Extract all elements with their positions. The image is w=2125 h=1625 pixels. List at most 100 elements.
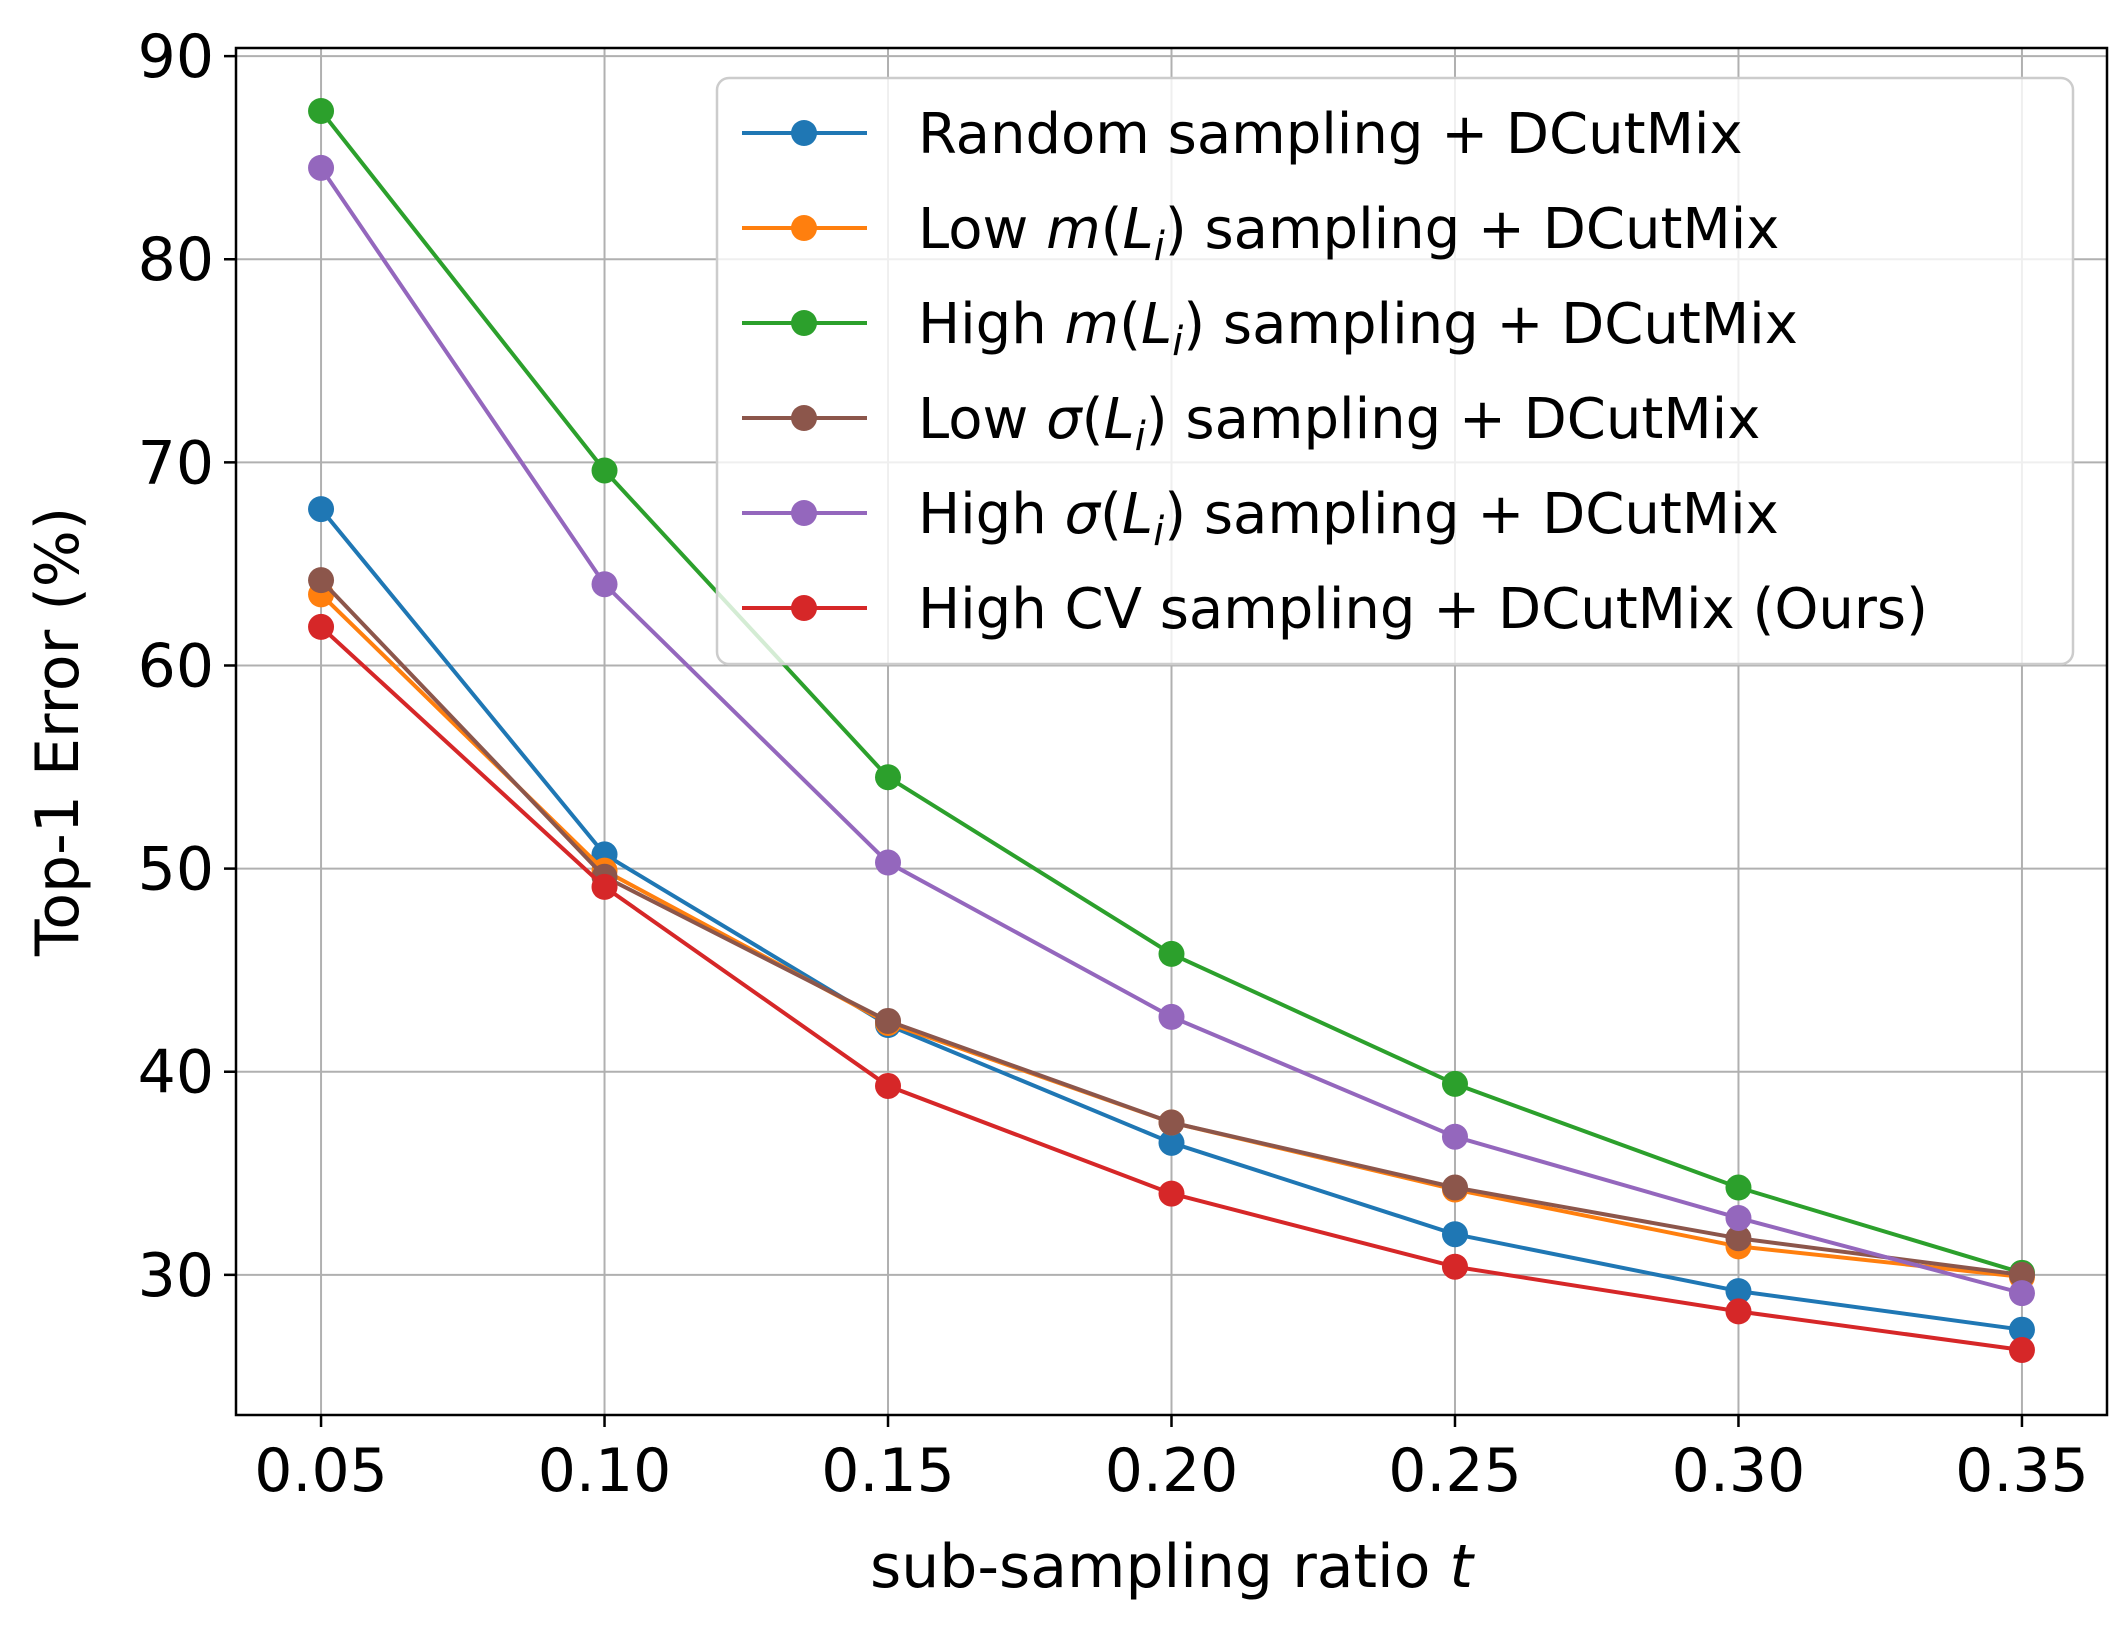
legend-item: Low σ(Li) sampling + DCutMix bbox=[742, 387, 1760, 460]
legend-label-part: Low bbox=[918, 387, 1046, 452]
legend-label-part: ( bbox=[1100, 482, 1122, 547]
legend-item: High m(Li) sampling + DCutMix bbox=[742, 292, 1798, 365]
legend-label-part: L bbox=[1141, 292, 1172, 357]
y-tick-label: 80 bbox=[138, 225, 214, 295]
legend-label-part: ) sampling + DCutMix bbox=[1146, 387, 1761, 452]
legend-label-part: m bbox=[1046, 197, 1101, 262]
legend-label-part: High bbox=[918, 292, 1065, 357]
legend-label-part: σ bbox=[1065, 482, 1102, 547]
legend-label-part: ( bbox=[1082, 387, 1104, 452]
series-6 bbox=[308, 613, 2035, 1364]
legend-label-part: i bbox=[1153, 509, 1164, 555]
legend-marker bbox=[791, 405, 817, 431]
x-tick-label: 0.05 bbox=[254, 1436, 388, 1506]
data-point bbox=[2008, 1316, 2035, 1343]
legend-label-part: High bbox=[918, 482, 1065, 547]
legend-label-part: i bbox=[1172, 319, 1183, 365]
x-tick-label: 0.20 bbox=[1105, 1436, 1239, 1506]
legend-label-part: i bbox=[1154, 224, 1165, 270]
x-tick-label: 0.30 bbox=[1672, 1436, 1806, 1506]
legend-box bbox=[715, 76, 2075, 666]
data-point bbox=[1158, 940, 1185, 967]
legend-label-part: Random sampling + DCutMix bbox=[918, 102, 1743, 167]
legend-label-part: L bbox=[1122, 482, 1153, 547]
data-point bbox=[1158, 1180, 1185, 1207]
legend-label-part: ) sampling + DCutMix bbox=[1183, 292, 1798, 357]
data-point bbox=[1441, 1221, 1468, 1248]
data-point bbox=[1441, 1123, 1468, 1150]
data-point bbox=[308, 613, 335, 640]
data-point bbox=[1158, 1129, 1185, 1156]
legend-label-part: σ bbox=[1046, 387, 1083, 452]
data-point bbox=[1725, 1298, 1752, 1325]
data-point bbox=[308, 567, 335, 594]
data-point bbox=[308, 154, 335, 181]
legend-item: High σ(Li) sampling + DCutMix bbox=[742, 482, 1779, 555]
data-point bbox=[1441, 1070, 1468, 1097]
legend-label-part: L bbox=[1103, 387, 1134, 452]
data-point bbox=[308, 97, 335, 124]
x-axis-label-variable: t bbox=[1450, 1532, 1476, 1602]
x-axis-label-text: sub-sampling ratio bbox=[870, 1532, 1430, 1602]
y-tick-label: 70 bbox=[138, 428, 214, 498]
data-point bbox=[875, 849, 902, 876]
data-point bbox=[591, 873, 618, 900]
legend-label-part: L bbox=[1123, 197, 1154, 262]
data-point bbox=[1725, 1204, 1752, 1231]
data-point bbox=[875, 1007, 902, 1034]
legend-marker bbox=[791, 120, 817, 146]
legend-label-part: ( bbox=[1119, 292, 1141, 357]
y-tick-label: 60 bbox=[138, 631, 214, 701]
legend-marker bbox=[791, 310, 817, 336]
legend-label-part: ) sampling + DCutMix bbox=[1165, 197, 1780, 262]
legend-label: Random sampling + DCutMix bbox=[918, 102, 1743, 167]
data-point bbox=[1158, 1003, 1185, 1030]
data-point bbox=[1725, 1278, 1752, 1305]
legend-label: High σ(Li) sampling + DCutMix bbox=[918, 482, 1779, 555]
data-point bbox=[1441, 1174, 1468, 1201]
legend-item: High CV sampling + DCutMix (Ours) bbox=[742, 577, 1928, 642]
y-tick-label: 90 bbox=[138, 22, 214, 92]
legend-item: Random sampling + DCutMix bbox=[742, 102, 1743, 167]
legend-marker bbox=[791, 500, 817, 526]
y-axis-label: Top-1 Error (%) bbox=[23, 507, 93, 957]
x-axis-label: sub-sampling ratio t bbox=[870, 1532, 1476, 1602]
data-point bbox=[875, 764, 902, 791]
data-point bbox=[1725, 1225, 1752, 1252]
legend-marker bbox=[791, 595, 817, 621]
legend-label-part: ) sampling + DCutMix bbox=[1164, 482, 1779, 547]
legend-label: Low m(Li) sampling + DCutMix bbox=[918, 197, 1779, 270]
y-tick-label: 50 bbox=[138, 835, 214, 905]
series-layer bbox=[308, 97, 2035, 1364]
data-point bbox=[308, 496, 335, 523]
series-5 bbox=[308, 154, 2035, 1307]
y-tick-label: 40 bbox=[138, 1038, 214, 1108]
x-tick-label: 0.35 bbox=[1955, 1436, 2089, 1506]
data-point bbox=[1441, 1253, 1468, 1280]
x-tick-label: 0.15 bbox=[821, 1436, 955, 1506]
legend-label-part: High CV sampling + DCutMix (Ours) bbox=[918, 577, 1928, 642]
x-tick-label: 0.10 bbox=[538, 1436, 672, 1506]
legend-label: High CV sampling + DCutMix (Ours) bbox=[918, 577, 1928, 642]
data-point bbox=[2008, 1261, 2035, 1288]
legend-label-part: Low bbox=[918, 197, 1046, 262]
legend-label-part: i bbox=[1135, 414, 1146, 460]
legend-label: High m(Li) sampling + DCutMix bbox=[918, 292, 1798, 365]
data-point bbox=[875, 1072, 902, 1099]
y-tick-label: 30 bbox=[138, 1241, 214, 1311]
data-point bbox=[2008, 1337, 2035, 1364]
x-tick-label: 0.25 bbox=[1388, 1436, 1522, 1506]
data-point bbox=[1725, 1174, 1752, 1201]
series-3 bbox=[308, 97, 2035, 1286]
data-point bbox=[2008, 1280, 2035, 1307]
data-point bbox=[1158, 1109, 1185, 1136]
axis-ticks: 0.05 0.10 0.15 0.20 0.25 0.30 0.35 30 40 50 60 70 80… bbox=[138, 22, 2089, 1506]
data-point bbox=[591, 457, 618, 484]
legend-label-part: m bbox=[1065, 292, 1120, 357]
data-point bbox=[591, 571, 618, 598]
legend-marker bbox=[791, 215, 817, 241]
legend-label: Low σ(Li) sampling + DCutMix bbox=[918, 387, 1760, 460]
legend-label-part: ( bbox=[1101, 197, 1123, 262]
